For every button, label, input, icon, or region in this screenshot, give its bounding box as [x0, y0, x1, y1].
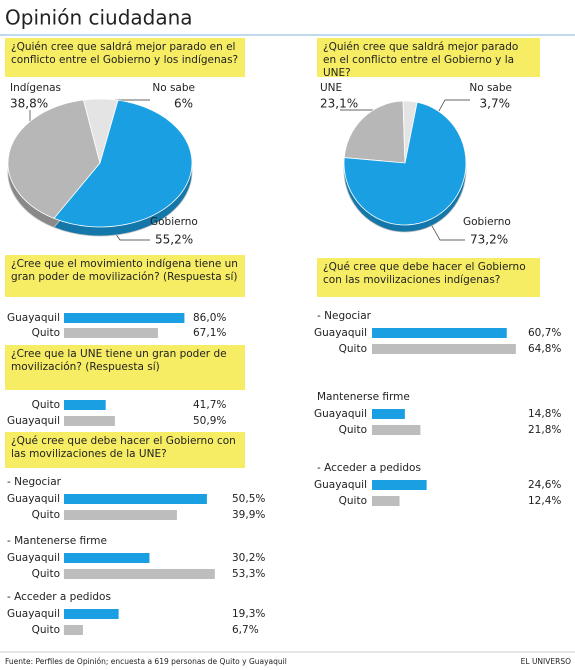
pie-label: Indígenas	[10, 82, 61, 94]
source: Fuente: Perfiles de Opinión; encuesta a …	[5, 657, 287, 666]
value-label: 24,6%	[528, 479, 561, 491]
value-label: 30,2%	[232, 552, 265, 564]
group-label: - Mantenerse firme	[7, 535, 107, 547]
value-label: 39,9%	[232, 509, 265, 521]
group-label: - Negociar	[7, 476, 62, 488]
bar-label: Quito	[339, 424, 367, 436]
value-label: 64,8%	[528, 343, 561, 355]
value-label: 50,9%	[193, 415, 226, 427]
bar	[64, 416, 115, 426]
group-label: - Acceder a pedidos	[317, 462, 421, 474]
group-label: - Negociar	[317, 310, 372, 322]
bar-label: Guayaquil	[314, 327, 367, 339]
pie-label: Gobierno	[150, 216, 198, 228]
group-label: Mantenerse firme	[317, 391, 410, 403]
pie-label: Gobierno	[463, 216, 511, 228]
bar	[64, 494, 207, 504]
bar-label: Guayaquil	[7, 552, 60, 564]
bar-label: Quito	[32, 327, 60, 339]
value-label: 21,8%	[528, 424, 561, 436]
pie-value: 38,8%	[10, 97, 48, 111]
bar	[64, 625, 83, 635]
pie-slice	[343, 100, 406, 164]
pie-slice	[53, 99, 193, 228]
bar-label: Quito	[32, 399, 60, 411]
group-label: - Acceder a pedidos	[7, 591, 111, 603]
bar-label: Guayaquil	[7, 415, 60, 427]
bar-label: Guayaquil	[7, 493, 60, 505]
pie-value: 23,1%	[320, 97, 358, 111]
value-label: 19,3%	[232, 608, 265, 620]
bar-label: Guayaquil	[7, 312, 60, 324]
bar	[64, 553, 150, 563]
question: ¿Quién cree que saldrá mejor parado en e…	[5, 38, 245, 77]
bar-label: Quito	[32, 509, 60, 521]
value-label: 86,0%	[193, 312, 226, 324]
value-label: 50,5%	[232, 493, 265, 505]
bar-label: Guayaquil	[314, 479, 367, 491]
value-label: 67,1%	[193, 327, 226, 339]
pie-value: 3,7%	[480, 97, 511, 111]
pie-slice	[343, 101, 467, 226]
value-label: 53,3%	[232, 568, 265, 580]
question: ¿Qué cree que debe hacer el Gobierno con…	[317, 258, 540, 297]
value-label: 41,7%	[193, 399, 226, 411]
bar	[372, 496, 400, 506]
question: ¿Cree que la UNE tiene un gran poder de …	[5, 345, 245, 390]
pie-value: 73,2%	[470, 233, 508, 247]
value-label: 6,7%	[232, 624, 259, 636]
brand: EL UNIVERSO	[521, 657, 571, 666]
bar	[64, 313, 185, 323]
question: ¿Qué cree que debe hacer el Gobierno con…	[5, 432, 245, 468]
bar	[372, 409, 405, 419]
bar-label: Guayaquil	[7, 608, 60, 620]
bar	[372, 344, 516, 354]
value-label: 12,4%	[528, 495, 561, 507]
bar-label: Quito	[339, 343, 367, 355]
page-title: Opinión ciudadana	[5, 6, 193, 30]
bar	[372, 425, 421, 435]
value-label: 14,8%	[528, 408, 561, 420]
pie-label: UNE	[320, 82, 342, 94]
pie-value: 6%	[174, 97, 193, 111]
bar	[372, 328, 507, 338]
question: ¿Cree que el movimiento indígena tiene u…	[5, 255, 245, 297]
pie-slice	[7, 99, 101, 219]
pie-value: 55,2%	[155, 233, 193, 247]
bar-label: Quito	[339, 495, 367, 507]
bar	[64, 609, 119, 619]
pie-label: No sabe	[152, 82, 195, 94]
value-label: 60,7%	[528, 327, 561, 339]
bar	[64, 400, 106, 410]
bar-label: Quito	[32, 568, 60, 580]
bar	[64, 510, 177, 520]
bar-label: Quito	[32, 624, 60, 636]
pie-label: No sabe	[469, 82, 512, 94]
bar	[372, 480, 427, 490]
bar	[64, 328, 158, 338]
bar-label: Guayaquil	[314, 408, 367, 420]
bar	[64, 569, 215, 579]
question: ¿Quién cree que saldrá mejor parado en e…	[317, 38, 540, 79]
